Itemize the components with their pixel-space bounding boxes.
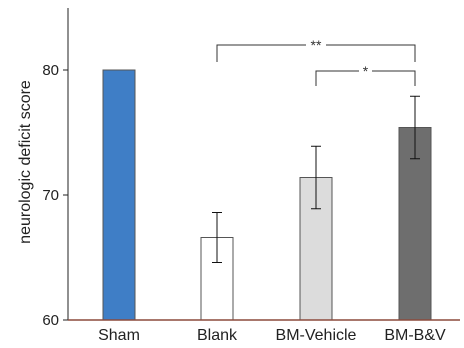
significance-label: *	[363, 63, 369, 79]
y-tick-label: 80	[42, 62, 59, 79]
x-tick-label: BM-Vehicle	[276, 327, 357, 344]
significance-label-bg	[359, 66, 372, 76]
y-axis-title: neurologic deficit score	[17, 80, 34, 244]
bar-sham	[102, 69, 136, 321]
significance-label-bg	[306, 40, 326, 50]
significance-label: **	[311, 37, 322, 53]
y-tick-label: 60	[42, 312, 59, 329]
y-tick-label: 70	[42, 187, 59, 204]
x-tick-label: Blank	[197, 327, 238, 344]
x-tick-label: Sham	[98, 327, 140, 344]
x-tick-label: BM-B&V	[384, 327, 446, 344]
